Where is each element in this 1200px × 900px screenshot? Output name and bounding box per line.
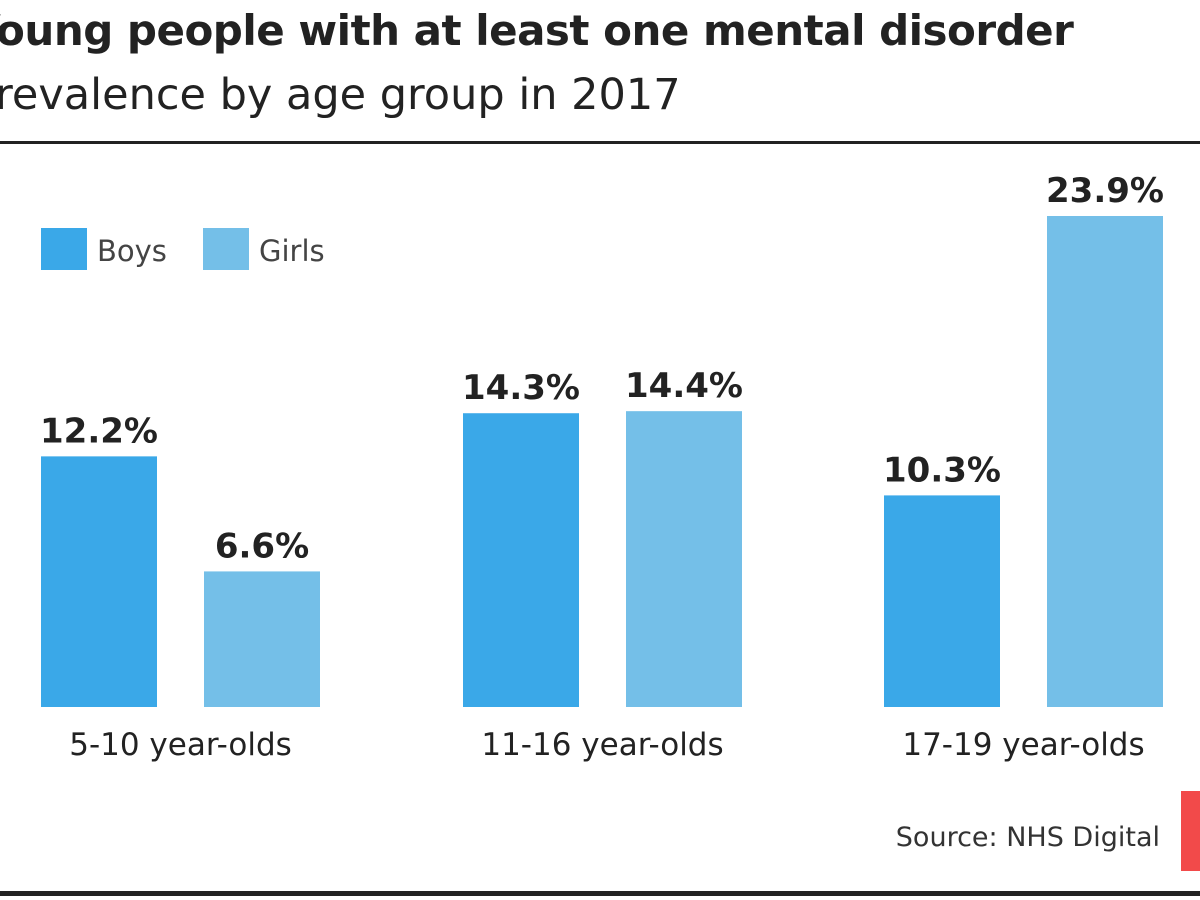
bottom-divider: [0, 891, 1200, 896]
source-note: Source: NHS Digital: [895, 822, 1160, 853]
brand-tab: [1181, 791, 1200, 871]
legend-swatch-boys: [41, 228, 87, 270]
category-label: 17-19 year-olds: [902, 727, 1144, 763]
bar-boys-2: [463, 413, 579, 707]
category-label: 5-10 year-olds: [69, 727, 292, 763]
bar-boys-3: [884, 495, 1000, 707]
data-label: 12.2%: [40, 411, 158, 451]
category-label: 11-16 year-olds: [481, 727, 723, 763]
bar-girls-1: [204, 571, 320, 707]
data-label: 14.4%: [625, 366, 743, 406]
legend-label-girls: Girls: [259, 234, 325, 268]
legend-swatch-girls: [203, 228, 249, 270]
data-label: 14.3%: [462, 368, 580, 408]
bar-boys-1: [41, 456, 157, 707]
chart-title: Young people with at least one mental di…: [0, 6, 1074, 55]
top-divider: [0, 141, 1200, 144]
bar-girls-3: [1047, 216, 1163, 707]
data-label: 6.6%: [215, 526, 309, 566]
legend-label-boys: Boys: [97, 234, 167, 268]
data-label: 10.3%: [883, 450, 1001, 490]
chart-subtitle: Prevalence by age group in 2017: [0, 70, 681, 120]
data-label: 23.9%: [1046, 171, 1164, 211]
bar-girls-2: [626, 411, 742, 707]
